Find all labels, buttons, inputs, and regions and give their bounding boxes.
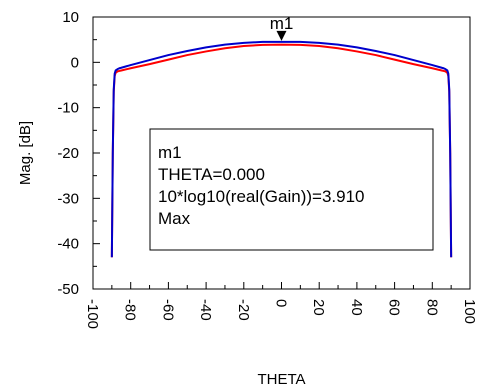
x-tick-label: 20 xyxy=(310,299,327,316)
x-tick-label: -60 xyxy=(159,299,176,321)
x-tick-label: -80 xyxy=(122,299,139,321)
y-axis-label: Mag. [dB] xyxy=(17,121,34,185)
marker-m1[interactable]: m1 xyxy=(270,14,294,41)
y-tick-label: 10 xyxy=(62,9,79,26)
x-tick-label: 0 xyxy=(273,299,290,307)
plot-frame xyxy=(92,16,471,290)
x-tick-label: 60 xyxy=(386,299,403,316)
x-tick-label: -40 xyxy=(197,299,214,321)
marker-readout-frame xyxy=(149,128,434,251)
y-tick-label: -50 xyxy=(57,281,79,298)
marker-readout-line: Max xyxy=(158,209,191,228)
series-line-1 xyxy=(110,43,453,258)
x-tick-label: 40 xyxy=(348,299,365,316)
x-axis-label: THETA xyxy=(257,371,305,388)
series-line-0 xyxy=(110,40,453,258)
marker-readout-line: 10*log10(real(Gain))=3.910 xyxy=(158,187,365,206)
series-layer xyxy=(110,40,453,258)
marker-triangle[interactable] xyxy=(276,30,287,41)
y-tick-label: -30 xyxy=(57,190,79,207)
y-tick-label: -10 xyxy=(57,100,79,117)
x-tick-label: -100 xyxy=(84,299,101,329)
marker-readout-box: m1 THETA=0.000 10*log10(real(Gain))=3.910 M… xyxy=(149,128,434,251)
marker-readout-line: m1 xyxy=(158,143,182,162)
x-tick-label: 80 xyxy=(423,299,440,316)
tick-labels: 100-10-20-30-40-50-100 -80 -60 -40 -20 0 20 40 6… xyxy=(57,9,478,329)
y-tick-label: 0 xyxy=(71,54,79,71)
x-tick-label: 100 xyxy=(461,299,478,324)
marker-label: m1 xyxy=(270,14,294,33)
y-tick-label: -20 xyxy=(57,145,79,162)
x-tick-label: -20 xyxy=(235,299,252,321)
y-tick-label: -40 xyxy=(57,236,79,253)
marker-readout-line: THETA=0.000 xyxy=(158,165,265,184)
